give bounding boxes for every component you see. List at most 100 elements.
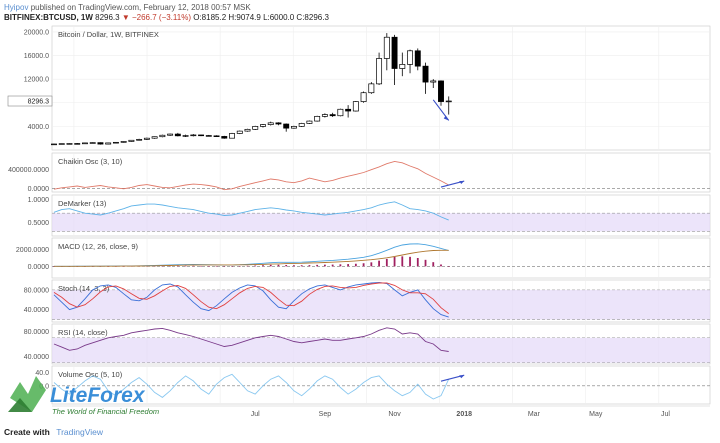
pane-frame <box>51 237 711 279</box>
histogram-bar <box>416 258 419 267</box>
y-tick-label: 80.0000 <box>24 329 49 336</box>
candle <box>151 136 158 139</box>
series-line <box>53 327 449 352</box>
last-price-label: 8296.3 <box>28 99 50 106</box>
histogram-bar <box>293 265 295 267</box>
logo-text: LiteForex <box>50 384 146 407</box>
histogram-bar <box>215 266 218 267</box>
ohlc-values: O:8185.2 H:9074.9 L:6000.0 C:8296.3 <box>193 13 329 22</box>
candle <box>213 135 220 137</box>
y-tick-label: 40.0000 <box>24 354 49 361</box>
indicator-band <box>52 213 710 232</box>
indicator-band <box>52 337 710 363</box>
candle <box>229 133 235 139</box>
candle <box>221 136 228 139</box>
histogram-bar <box>331 264 334 267</box>
x-tick-label: Mar <box>528 411 541 418</box>
candle <box>105 142 112 145</box>
candle <box>136 139 143 141</box>
histogram-bar <box>347 264 350 267</box>
series-line <box>54 249 449 267</box>
histogram-bar <box>308 265 311 267</box>
y-tick-label: 16000.0 <box>24 53 49 60</box>
logo-tagline: The World of Financial Freedom <box>52 407 159 416</box>
candle <box>391 36 398 69</box>
symbol-info: BITFINEX:BTCUSD, 1W 8296.3 ▼ −266.7 (−3.… <box>4 13 329 22</box>
x-tick-label: Nov <box>388 411 401 418</box>
histogram-bar <box>207 266 210 267</box>
histogram-bar <box>184 265 187 267</box>
histogram-bar <box>231 266 233 267</box>
trend-arrow-head <box>443 115 449 121</box>
y-tick-label: 0.0 <box>39 383 49 390</box>
liteforex-logo: LiteForex The World of Financial Freedom <box>8 376 159 416</box>
candle <box>383 36 390 59</box>
y-tick-label: 40.0 <box>35 370 49 377</box>
y-tick-label: 80.0000 <box>24 287 49 294</box>
footer: Create with TradingView <box>4 427 103 437</box>
candle <box>438 80 444 102</box>
candle <box>360 92 367 102</box>
candle <box>275 122 282 125</box>
histogram-bar <box>277 264 280 267</box>
footer-created-with: Create with <box>4 427 50 437</box>
candle <box>51 143 57 146</box>
candle <box>306 120 313 124</box>
candle <box>445 100 452 103</box>
candle <box>143 137 150 140</box>
candle <box>368 83 375 94</box>
author-link[interactable]: Hyipov <box>4 3 29 12</box>
candle <box>422 65 429 83</box>
y-tick-label: 400000.0000 <box>8 167 49 174</box>
price-change: −266.7 (−3.11%) <box>131 13 191 22</box>
series-line <box>53 373 450 400</box>
histogram-bar <box>176 265 179 267</box>
candle <box>128 139 135 142</box>
y-tick-label: 2000.0000 <box>16 247 49 254</box>
y-tick-label: 40.0000 <box>24 307 49 314</box>
histogram-bar <box>223 266 226 267</box>
x-tick-label: Jul <box>661 411 670 418</box>
histogram-bar <box>300 265 303 267</box>
candle <box>66 143 73 145</box>
trend-arrow-head <box>459 375 465 379</box>
y-tick-label: 1.0000 <box>28 197 50 204</box>
histogram-bar <box>440 264 442 267</box>
chart-canvas[interactable]: 4000.08000.012000.016000.020000.0Bitcoin… <box>0 22 720 426</box>
candle <box>120 141 127 143</box>
x-tick-label: Jul <box>251 411 260 418</box>
histogram-bar <box>354 263 357 267</box>
candle <box>298 123 305 127</box>
candle <box>89 142 96 144</box>
histogram-bar <box>378 260 380 267</box>
histogram-bar <box>401 256 404 267</box>
candle <box>167 133 174 136</box>
candle <box>112 141 119 144</box>
series-line <box>53 201 449 221</box>
pane-frame <box>51 152 711 193</box>
publish-info: Hyipov published on TradingView.com, Feb… <box>4 3 251 12</box>
candle <box>345 108 352 112</box>
symbol-label: BITFINEX:BTCUSD, 1W <box>4 13 93 22</box>
candle <box>174 133 181 137</box>
pane-title: Volume Osc (5, 10) <box>58 370 123 379</box>
histogram-bar <box>424 259 427 267</box>
histogram-bar <box>316 264 319 267</box>
candle <box>314 115 321 122</box>
tradingview-link[interactable]: TradingView <box>56 427 103 437</box>
histogram-bar <box>324 264 326 267</box>
candle <box>182 135 189 137</box>
candle <box>190 134 197 137</box>
histogram-bar <box>339 264 342 267</box>
x-tick-label: Sep <box>319 411 332 418</box>
candle <box>244 128 251 132</box>
candle <box>97 142 104 145</box>
pane-title: Stoch (14, 3, 3) <box>58 284 110 293</box>
candle <box>376 58 383 85</box>
histogram-bar <box>262 265 264 267</box>
y-tick-label: 0.5000 <box>28 220 50 227</box>
histogram-bar <box>246 265 249 267</box>
histogram-bar <box>200 266 202 267</box>
x-tick-label: 2018 <box>456 411 472 418</box>
candle <box>252 126 259 130</box>
